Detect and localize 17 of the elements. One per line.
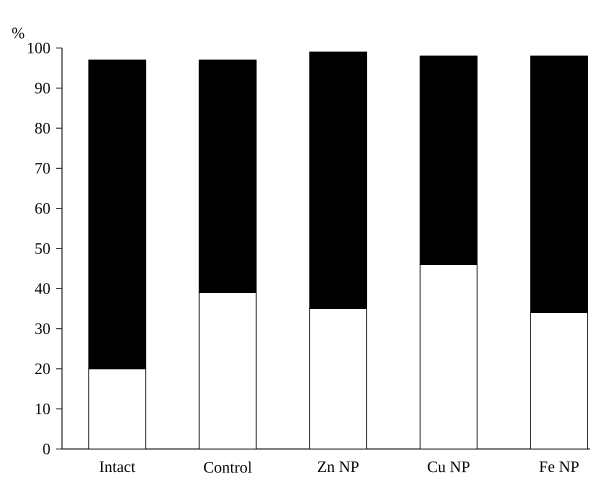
x-tick-label: Intact <box>100 462 136 472</box>
y-tick-label: 70 <box>36 162 50 174</box>
x-tick-label: Control <box>204 462 252 473</box>
y-tick-label: 80 <box>35 122 50 134</box>
y-tick-label: 60 <box>35 203 50 214</box>
x-tick-label: Zn NP <box>318 462 359 472</box>
y-tick-label: 90 <box>35 82 50 94</box>
y-axis-title: % <box>12 28 24 38</box>
y-tick-label: 20 <box>35 363 50 374</box>
y-tick-label: 30 <box>35 323 50 334</box>
y-tick-label: 50 <box>35 243 50 254</box>
y-tick-label: 10 <box>36 404 50 414</box>
x-tick-label: Cu NP <box>428 462 470 472</box>
y-tick-label: 40 <box>34 283 50 294</box>
y-tick-label: 0 <box>43 444 50 454</box>
y-tick-label: 100 <box>28 42 50 54</box>
x-tick-label: Fe NP <box>539 462 579 472</box>
